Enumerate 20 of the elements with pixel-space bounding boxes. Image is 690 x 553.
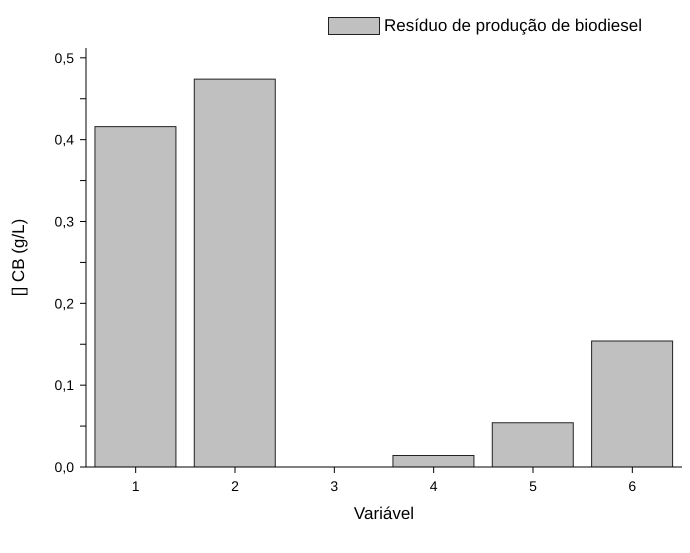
y-tick-label: 0,3 <box>54 213 74 230</box>
x-tick-label: 1 <box>132 478 140 494</box>
legend-label: Resíduo de produção de biodiesel <box>384 16 642 36</box>
x-tick-label: 6 <box>628 478 636 494</box>
bar <box>392 455 474 467</box>
bar <box>591 340 674 467</box>
y-tick-label: 0,0 <box>54 459 74 475</box>
y-tick-label: 0,1 <box>54 377 74 394</box>
y-tick-label: 0,5 <box>54 50 74 66</box>
x-tick-label: 3 <box>330 478 338 494</box>
bar <box>194 78 276 467</box>
x-tick-label: 4 <box>430 478 438 494</box>
y-axis-title: [] CB (g/L) <box>9 218 28 296</box>
x-tick-label: 2 <box>231 478 240 494</box>
x-tick-label: 5 <box>529 478 538 494</box>
x-axis-title: Variável <box>354 504 414 523</box>
y-tick-label: 0,2 <box>54 295 74 312</box>
bar <box>492 422 574 467</box>
y-tick-label: 0,4 <box>54 132 74 148</box>
bar <box>94 126 176 467</box>
